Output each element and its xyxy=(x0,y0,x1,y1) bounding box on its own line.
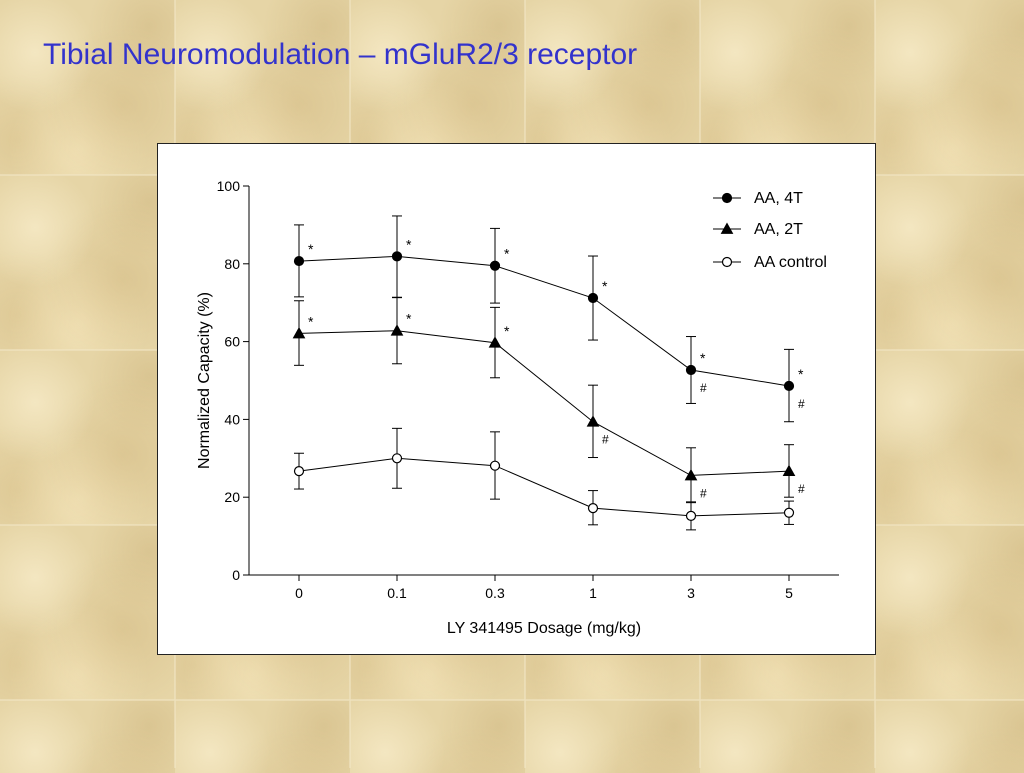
data-point-aa-2t xyxy=(586,415,600,427)
legend-marker-aa-control xyxy=(721,256,733,268)
data-point-aa-control xyxy=(587,502,599,514)
data-point-aa-4t xyxy=(489,260,501,271)
data-point-aa-2t xyxy=(488,336,502,348)
x-tick-label: 1 xyxy=(589,585,597,601)
significance-hash-aa-2t: # xyxy=(798,482,805,496)
x-tick-label: 0 xyxy=(295,585,303,601)
legend-label-aa-control: AA control xyxy=(754,254,827,271)
legend-marker-aa-4t xyxy=(721,192,733,204)
legend-marker-aa-2t xyxy=(720,222,734,234)
significance-star-aa-4t: * xyxy=(798,366,804,382)
series-line-aa-4t xyxy=(298,255,790,387)
series-line-aa-control xyxy=(298,457,790,517)
significance-star-aa-4t: * xyxy=(406,236,412,252)
y-tick-label: 100 xyxy=(217,178,241,194)
significance-star-aa-4t: * xyxy=(504,246,510,262)
significance-hash-aa-4t: # xyxy=(700,381,707,395)
significance-star-aa-4t: * xyxy=(700,350,706,366)
series-line-aa-2t xyxy=(298,330,790,476)
y-tick-label: 20 xyxy=(224,489,240,505)
y-tick-label: 60 xyxy=(224,334,240,350)
data-point-aa-2t xyxy=(292,326,306,339)
data-point-aa-control xyxy=(391,453,403,464)
significance-hash-aa-4t: # xyxy=(798,397,805,411)
slide-title: Tibial Neuromodulation – mGluR2/3 recept… xyxy=(43,38,638,71)
y-tick-label: 0 xyxy=(232,567,240,583)
x-tick-label: 5 xyxy=(785,585,793,601)
data-point-aa-4t xyxy=(783,380,795,392)
significance-star-aa-4t: * xyxy=(308,241,314,257)
x-tick-label: 0.1 xyxy=(387,585,407,601)
data-point-aa-control xyxy=(489,460,501,471)
data-point-aa-control xyxy=(783,507,795,518)
data-point-aa-4t xyxy=(391,251,403,262)
significance-hash-aa-2t: # xyxy=(602,433,609,447)
data-point-aa-4t xyxy=(293,255,305,267)
y-tick-label: 80 xyxy=(224,256,240,272)
significance-star-aa-4t: * xyxy=(602,278,608,294)
data-point-aa-2t xyxy=(782,464,796,477)
data-point-aa-4t xyxy=(587,292,599,304)
legend-label-aa-2t: AA, 2T xyxy=(754,221,803,238)
line-chart: 0 20 40 60 80 100 0 0.1 0.3 1 3 5 LY 341495 Dosage (… xyxy=(196,178,839,637)
data-point-aa-control xyxy=(685,510,697,521)
x-tick-label: 0.3 xyxy=(485,585,505,601)
data-point-aa-4t xyxy=(685,364,697,376)
significance-star-aa-2t: * xyxy=(308,313,314,329)
significance-star-aa-2t: * xyxy=(406,311,412,327)
chart-panel: 0 20 40 60 80 100 0 0.1 0.3 1 3 5 LY 341495 Dosage (… xyxy=(157,143,876,655)
y-axis-label: Normalized Capacity (%) xyxy=(196,292,213,469)
x-tick-label: 3 xyxy=(687,585,695,601)
data-point-aa-control xyxy=(293,466,305,477)
data-point-aa-2t xyxy=(390,324,404,336)
legend-label-aa-4t: AA, 4T xyxy=(754,190,803,207)
y-tick-label: 40 xyxy=(224,411,240,427)
x-axis-label: LY 341495 Dosage (mg/kg) xyxy=(447,620,641,637)
data-point-aa-2t xyxy=(684,468,698,481)
significance-star-aa-2t: * xyxy=(504,323,510,339)
significance-hash-aa-2t: # xyxy=(700,486,707,500)
